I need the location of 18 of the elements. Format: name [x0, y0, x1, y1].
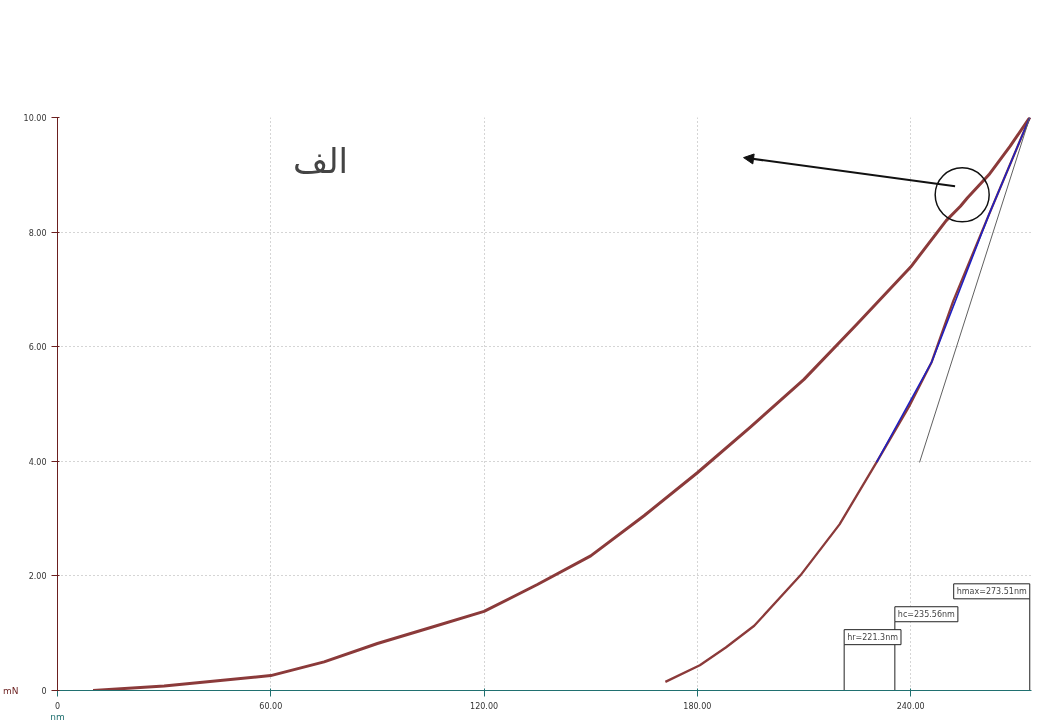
y-tick-label: 8.00	[28, 228, 47, 238]
x-tick-label: 120.00	[470, 701, 499, 711]
y-axis-title: mN	[3, 685, 19, 696]
y-tick-label: 2.00	[28, 572, 47, 582]
y-tick-label: 6.00	[28, 343, 47, 353]
x-tick-label: 60.00	[259, 701, 283, 711]
x-axis-title: nm	[50, 711, 65, 722]
line-series	[875, 117, 1031, 464]
y-tick-label: 4.00	[28, 457, 47, 467]
ref-line-label: hmax=273.51nm	[956, 586, 1027, 596]
ref-line-label: hc=235.56nm	[897, 609, 956, 619]
ref-line-label: hr=221.3nm	[847, 632, 899, 642]
x-tick-label: 0	[54, 701, 61, 711]
y-tick-label: 10.00	[23, 114, 47, 123]
x-tick-label: 240.00	[896, 701, 925, 711]
annotation: الف	[292, 140, 348, 181]
x-tick-label: 180.00	[683, 701, 712, 711]
y-tick-label: 0	[41, 687, 47, 696]
